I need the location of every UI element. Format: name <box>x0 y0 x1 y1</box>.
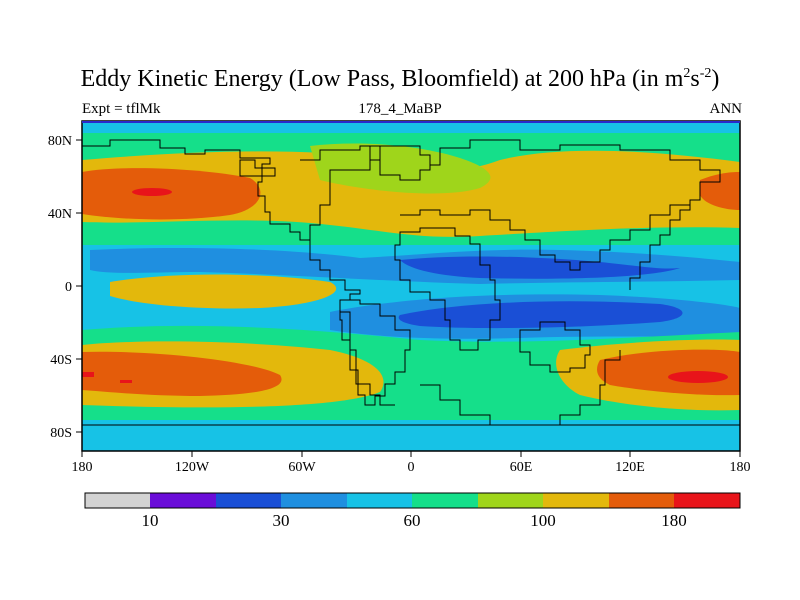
colorbar-swatch <box>674 493 740 508</box>
colorbar-labels: 10 30 60 100 180 <box>142 511 687 530</box>
contour-fill <box>82 121 740 451</box>
core-darkblue-south-equator <box>398 301 683 329</box>
colorbar-label: 30 <box>273 511 290 530</box>
band-polar-north <box>82 121 740 133</box>
colorbar-label: 100 <box>530 511 556 530</box>
case-label: 178_4_MaBP <box>358 101 442 117</box>
y-tick-label: 40S <box>50 353 72 368</box>
colorbar-swatch <box>281 493 347 508</box>
y-tick-label: 80N <box>48 134 72 149</box>
patch-lime-eurasia <box>310 143 491 194</box>
core-red-south-west <box>82 372 94 377</box>
core-red-south-east <box>668 371 728 383</box>
core-red-north <box>132 188 172 196</box>
x-tick-label: 180 <box>730 460 751 475</box>
colorbar <box>84 492 741 509</box>
colorbar-swatch <box>347 493 412 508</box>
experiment-label: Expt = tflMk <box>82 101 161 117</box>
chart-title: Eddy Kinetic Energy (Low Pass, Bloomfiel… <box>80 66 720 92</box>
colorbar-label: 180 <box>661 511 687 530</box>
x-tick-label: 120W <box>175 460 210 475</box>
colorbar-swatch <box>85 493 150 508</box>
colorbar-swatch <box>216 493 281 508</box>
colorbar-swatch <box>412 493 478 508</box>
x-tick-label: 60E <box>510 460 533 475</box>
y-tick-label: 80S <box>50 426 72 441</box>
axis-ticks <box>76 139 741 457</box>
x-tick-label: 180 <box>72 460 93 475</box>
patch-yellow-equator <box>110 274 337 309</box>
y-tick-label: 40N <box>48 207 72 222</box>
colorbar-swatch <box>609 493 674 508</box>
jet-orange-south-east <box>597 349 740 396</box>
x-tick-label: 0 <box>408 460 415 475</box>
core-darkblue-north-equator <box>400 256 680 279</box>
x-tick-labels: 180 120W 60W 0 60E 120E 180 <box>72 460 751 475</box>
core-red-south-west-2 <box>120 380 132 383</box>
colorbar-label: 60 <box>404 511 421 530</box>
band-yellow-north <box>82 150 740 237</box>
jet-orange-south-west <box>82 351 282 396</box>
colorbar-swatch <box>543 493 609 508</box>
colorbar-frame <box>84 492 741 509</box>
coastlines <box>82 139 740 426</box>
colorbar-swatch <box>150 493 216 508</box>
x-tick-label: 120E <box>615 460 645 475</box>
y-tick-labels: 80N 40N 0 40S 80S <box>48 134 72 441</box>
period-label: ANN <box>709 101 743 117</box>
colorbar-swatch <box>478 493 543 508</box>
colorbar-label: 10 <box>142 511 159 530</box>
y-tick-label: 0 <box>65 280 72 295</box>
jet-orange-north-pacific <box>82 168 261 220</box>
x-tick-label: 60W <box>288 460 316 475</box>
